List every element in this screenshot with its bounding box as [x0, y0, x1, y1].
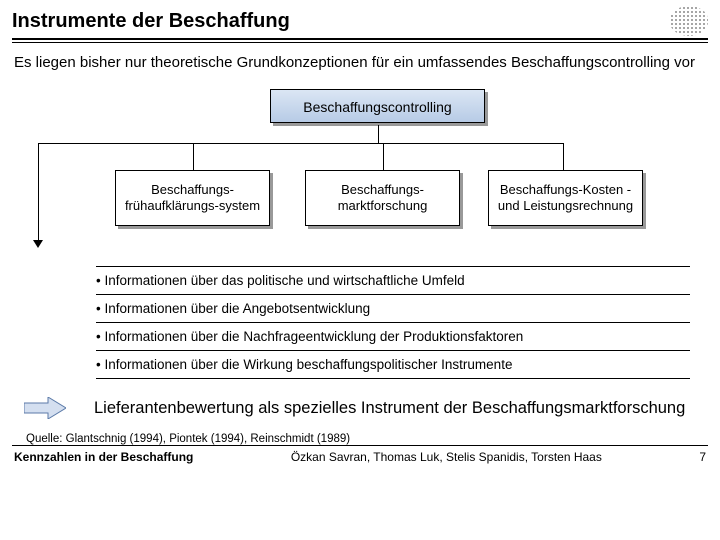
bullet-item: • Informationen über die Nachfrageentwic… — [96, 323, 690, 351]
connector-line — [38, 143, 39, 243]
conclusion: Lieferantenbewertung als spezielles Inst… — [0, 387, 720, 429]
footer-left: Kennzahlen in der Beschaffung — [14, 450, 193, 464]
bullet-item: • Informationen über die Wirkung beschaf… — [96, 351, 690, 379]
page-number: 7 — [699, 450, 706, 464]
connector-line — [378, 125, 379, 143]
connector-line — [383, 143, 384, 170]
arrow-down-icon — [33, 240, 43, 248]
source-citation: Quelle: Glantschnig (1994), Piontek (199… — [12, 433, 708, 446]
bullet-item: • Informationen über das politische und … — [96, 266, 690, 295]
subtitle-text: Es liegen bisher nur theoretische Grundk… — [0, 43, 720, 81]
bullet-item: • Informationen über die Angebotsentwick… — [96, 295, 690, 323]
child-node: Beschaffungs-marktforschung — [305, 170, 460, 226]
arrow-right-icon — [24, 397, 66, 419]
child-node: Beschaffungs-Kosten -und Leistungsrechnu… — [488, 170, 643, 226]
footer: Kennzahlen in der Beschaffung Özkan Savr… — [0, 448, 720, 464]
footer-authors: Özkan Savran, Thomas Luk, Stelis Spanidi… — [193, 450, 699, 464]
connector-line — [193, 143, 194, 170]
title-divider-thick — [12, 38, 708, 40]
connector-line — [193, 143, 563, 144]
connector-line — [563, 143, 564, 170]
bullet-list: • Informationen über das politische und … — [96, 266, 690, 379]
root-node: Beschaffungscontrolling — [270, 89, 485, 123]
conclusion-text: Lieferantenbewertung als spezielles Inst… — [94, 398, 685, 419]
org-chart: Beschaffungscontrolling Beschaffungs-frü… — [0, 85, 720, 260]
page-title: Instrumente der Beschaffung — [12, 10, 290, 33]
logo-dots-icon — [670, 6, 708, 36]
connector-line — [38, 143, 193, 144]
child-node: Beschaffungs-frühaufklärungs-system — [115, 170, 270, 226]
